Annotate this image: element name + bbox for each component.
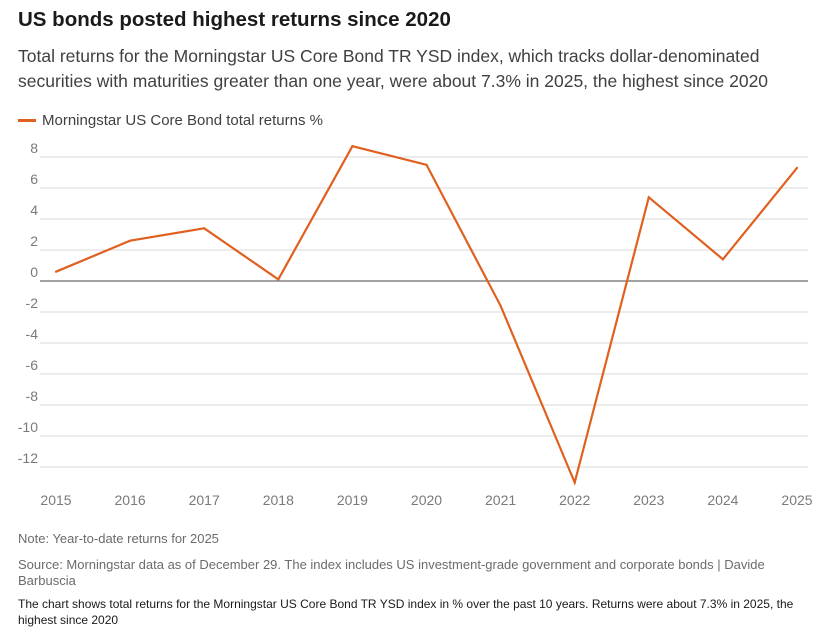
y-tick-label: 2 (30, 233, 38, 249)
data-point (499, 304, 502, 307)
y-tick-label: -6 (26, 357, 39, 373)
y-tick-label: 6 (30, 171, 38, 187)
x-tick-label: 2022 (559, 492, 590, 508)
data-point (647, 196, 650, 199)
data-point (351, 145, 354, 148)
x-tick-label: 2015 (40, 492, 71, 508)
grid-layer (40, 156, 808, 468)
data-point (203, 227, 206, 230)
data-point (277, 278, 280, 281)
series-layer (54, 144, 799, 486)
data-point (721, 258, 725, 261)
x-tick-label: 2019 (337, 492, 368, 508)
y-tick-label: 0 (30, 264, 38, 280)
x-tick-label: 2023 (633, 492, 664, 508)
x-axis: 2015 2016 2017 2018 2019 2020 2021 2022 2023 2024… (40, 492, 812, 508)
legend-swatch (18, 119, 36, 122)
series-line (55, 144, 798, 486)
data-point (129, 239, 132, 242)
source-text: Source: Morningstar data as of December … (18, 557, 765, 588)
data-point (425, 163, 428, 166)
y-tick-label: -12 (18, 450, 38, 466)
y-tick-label: -2 (26, 295, 39, 311)
x-tick-label: 2016 (115, 492, 146, 508)
x-tick-label: 2018 (263, 492, 294, 508)
x-tick-label: 2021 (485, 492, 516, 508)
legend: Morningstar US Core Bond total returns % (18, 112, 323, 129)
data-point (573, 481, 576, 484)
y-tick-label: -4 (26, 326, 39, 342)
y-tick-label: -8 (26, 388, 39, 404)
y-axis: 8 6 4 2 0 -2 -4 -6 -8 -10 -12 (18, 140, 38, 466)
y-tick-label: 4 (30, 202, 38, 218)
chart-subtitle: Total returns for the Morningstar US Cor… (18, 46, 769, 91)
line-chart: 8 6 4 2 0 -2 -4 -6 -8 -10 -12 2015 2016 2017 2018 2019… (18, 140, 813, 508)
legend-label: Morningstar US Core Bond total returns % (42, 112, 323, 129)
x-tick-label: 2025 (781, 492, 812, 508)
y-tick-label: 8 (30, 140, 38, 156)
data-point (795, 166, 799, 169)
chart-title: US bonds posted highest returns since 20… (18, 8, 451, 31)
x-tick-label: 2017 (189, 492, 220, 508)
footnote: Note: Year-to-date returns for 2025 (18, 531, 219, 546)
x-tick-label: 2020 (411, 492, 442, 508)
x-tick-label: 2024 (707, 492, 738, 508)
data-point (54, 270, 58, 273)
y-tick-label: -10 (18, 419, 38, 435)
chart-description: The chart shows total returns for the Mo… (18, 597, 794, 627)
